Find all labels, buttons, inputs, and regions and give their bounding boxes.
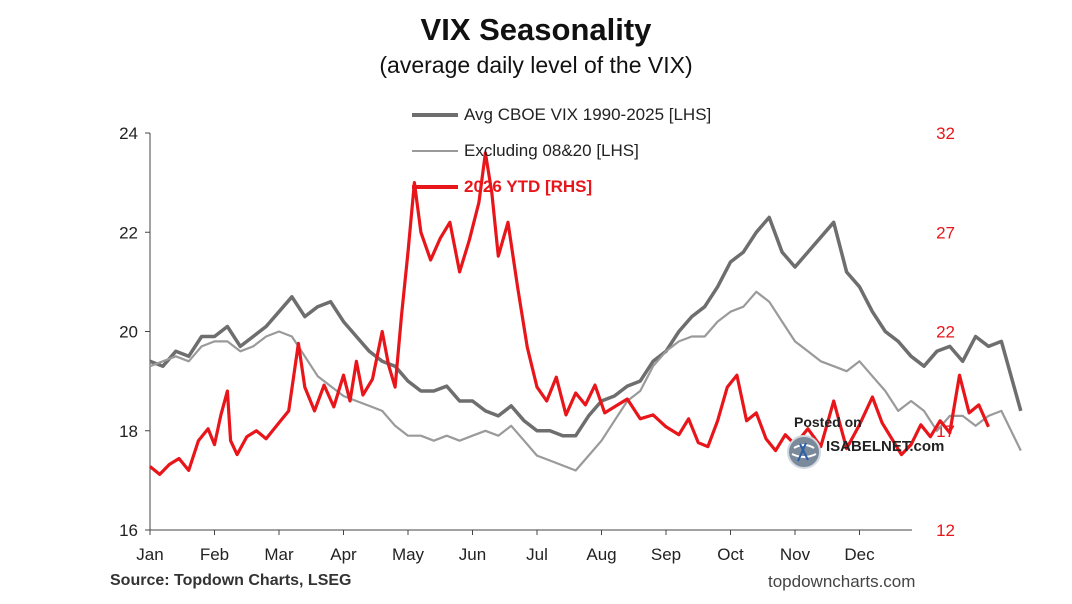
- x-tick-label: Jun: [459, 545, 486, 564]
- y-left-tick-label: 18: [119, 422, 138, 441]
- legend-swatch-2026-ytd: [412, 185, 458, 189]
- y-right-tick-label: 32: [936, 124, 955, 143]
- x-tick-label: Feb: [200, 545, 229, 564]
- x-tick-label: Jan: [136, 545, 163, 564]
- series-line-avg-vix: [149, 215, 1023, 438]
- legend-entry-avg-vix: Avg CBOE VIX 1990-2025 [LHS]: [412, 97, 711, 133]
- source-note: Source: Topdown Charts, LSEG: [110, 572, 352, 589]
- chart-title: VIX Seasonality: [420, 12, 652, 47]
- x-tick-label: Mar: [264, 545, 294, 564]
- isabelnet-watermark: Posted on ISABELNET.com: [786, 414, 956, 474]
- y-right-tick-label: 27: [936, 223, 955, 242]
- legend-entry-2026-ytd: 2026 YTD [RHS]: [412, 169, 711, 205]
- y-right-tick-label: 12: [936, 521, 955, 540]
- legend-swatch-avg-vix: [412, 113, 458, 117]
- watermark-posted-text: Posted on: [794, 414, 862, 430]
- x-tick-label: Apr: [330, 545, 357, 564]
- series-line-2026-ytd: [148, 151, 990, 476]
- x-tick-label: May: [392, 545, 425, 564]
- isabelnet-globe-icon: [787, 435, 821, 469]
- y-left-tick-label: 16: [119, 521, 138, 540]
- series-line-excluding: [149, 290, 1022, 472]
- x-tick-label: Jul: [526, 545, 548, 564]
- watermark-brand-text: ISABELNET.com: [826, 438, 945, 455]
- x-tick-label: Nov: [780, 545, 811, 564]
- x-tick-label: Aug: [586, 545, 616, 564]
- legend-label-avg-vix: Avg CBOE VIX 1990-2025 [LHS]: [464, 105, 712, 124]
- y-left-tick-label: 22: [119, 223, 138, 242]
- legend-label-excluding: Excluding 08&20 [LHS]: [464, 141, 639, 160]
- x-tick-label: Sep: [651, 545, 681, 564]
- chart-legend: Avg CBOE VIX 1990-2025 [LHS] Excluding 0…: [412, 97, 711, 205]
- chart-subtitle: (average daily level of the VIX): [379, 52, 693, 78]
- y-left-tick-label: 20: [119, 323, 138, 342]
- y-right-tick-label: 22: [936, 323, 955, 342]
- legend-entry-excluding: Excluding 08&20 [LHS]: [412, 133, 711, 169]
- x-tick-label: Dec: [844, 545, 875, 564]
- credit-note: topdowncharts.com: [768, 572, 916, 591]
- legend-swatch-excluding: [412, 150, 458, 152]
- legend-label-2026-ytd: 2026 YTD [RHS]: [464, 177, 593, 196]
- y-left-tick-label: 24: [119, 124, 138, 143]
- x-tick-label: Oct: [717, 545, 744, 564]
